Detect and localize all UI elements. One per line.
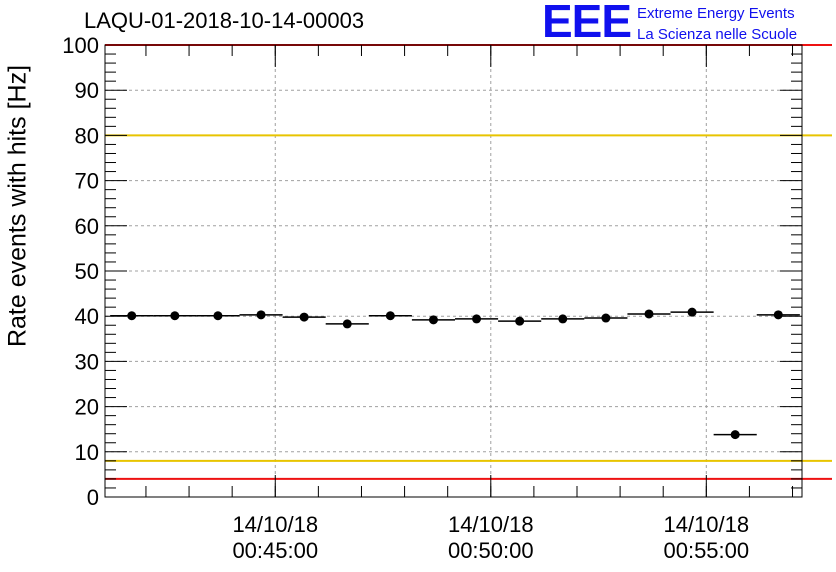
axis-ticks bbox=[105, 44, 802, 498]
y-tick-label: 40 bbox=[75, 304, 99, 329]
y-tick-label: 90 bbox=[75, 78, 99, 103]
y-tick-label: 70 bbox=[75, 169, 99, 194]
tick-labels: 010203040506070809010014/10/1800:45:0014… bbox=[62, 33, 749, 563]
data-point bbox=[773, 310, 783, 320]
data-point bbox=[256, 310, 266, 320]
y-tick-label: 60 bbox=[75, 214, 99, 239]
eee-logo: EEE Extreme Energy Events La Scienza nel… bbox=[542, 0, 832, 48]
data-point bbox=[558, 314, 568, 324]
y-axis-label: Rate events with hits [Hz] bbox=[3, 64, 32, 348]
logo-line-1: Extreme Energy Events bbox=[637, 5, 795, 22]
x-tick-label-time: 00:55:00 bbox=[663, 538, 749, 563]
x-tick-label-time: 00:50:00 bbox=[448, 538, 534, 563]
data-point bbox=[299, 312, 309, 322]
data-point bbox=[515, 316, 525, 326]
reference-lines bbox=[105, 44, 832, 480]
y-tick-label: 0 bbox=[87, 485, 99, 510]
data-point bbox=[213, 311, 223, 321]
data-point bbox=[342, 319, 352, 329]
grid-layer bbox=[105, 45, 802, 497]
y-tick-label: 100 bbox=[62, 33, 99, 58]
data-series bbox=[110, 307, 800, 440]
y-tick-label: 80 bbox=[75, 123, 99, 148]
x-tick-label-date: 14/10/18 bbox=[232, 512, 318, 537]
x-tick-label-time: 00:45:00 bbox=[232, 538, 318, 563]
data-point bbox=[687, 307, 697, 317]
x-tick-label-date: 14/10/18 bbox=[448, 512, 534, 537]
data-point bbox=[601, 313, 611, 323]
y-tick-label: 10 bbox=[75, 440, 99, 465]
chart-title: LAQU-01-2018-10-14-00003 bbox=[84, 8, 365, 33]
data-point bbox=[644, 309, 654, 319]
logo-line-2: La Scienza nelle Scuole bbox=[637, 26, 798, 43]
data-point bbox=[472, 314, 482, 324]
data-point bbox=[127, 311, 137, 321]
data-point bbox=[730, 430, 740, 440]
y-tick-label: 50 bbox=[75, 259, 99, 284]
y-tick-label: 20 bbox=[75, 395, 99, 420]
logo-mark: EEE bbox=[542, 0, 632, 47]
data-point bbox=[170, 311, 180, 321]
data-point bbox=[428, 315, 438, 325]
x-tick-label-date: 14/10/18 bbox=[663, 512, 749, 537]
data-point bbox=[385, 311, 395, 321]
y-tick-label: 30 bbox=[75, 349, 99, 374]
